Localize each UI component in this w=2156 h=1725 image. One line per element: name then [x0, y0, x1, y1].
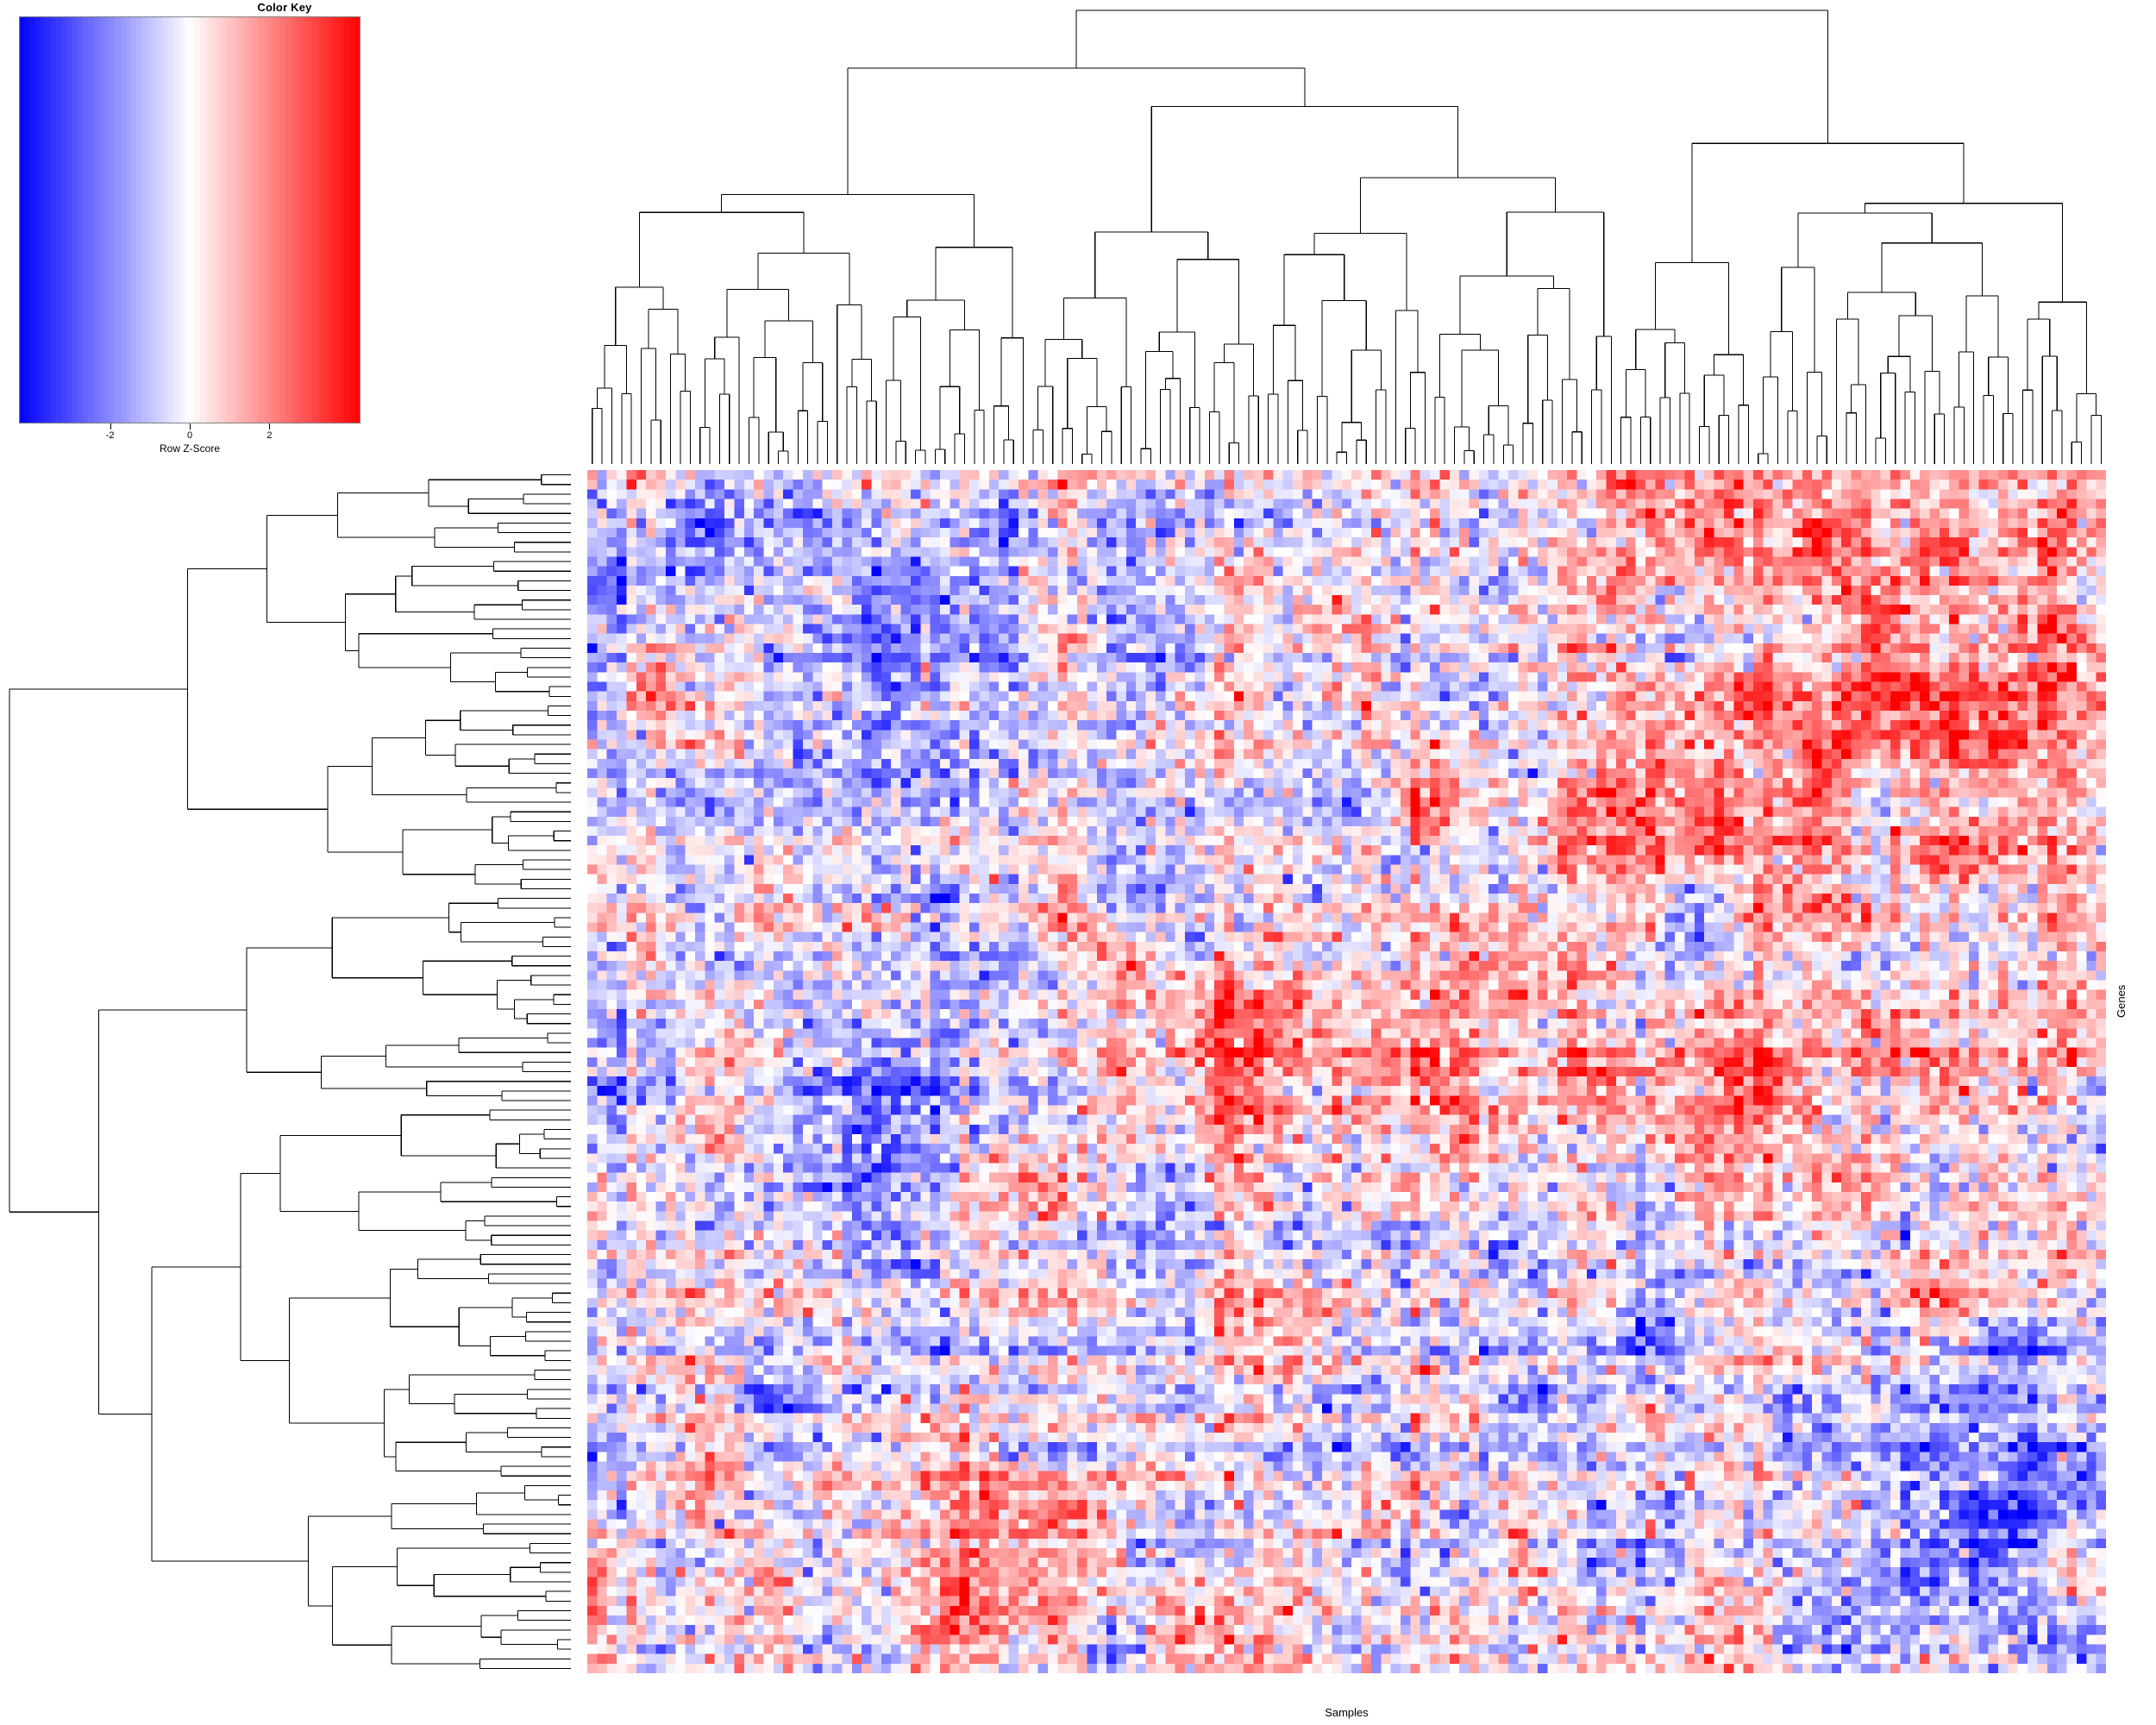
heatmap-cells [587, 470, 2106, 1673]
color-key-panel: Color Key Row Z-Score -2 0 2 [0, 0, 569, 466]
color-key-tick-label-0: -2 [105, 430, 115, 441]
row-dendrogram [7, 470, 572, 1673]
color-key-tick-1 [190, 423, 191, 430]
x-axis-label: Samples [1325, 1706, 1369, 1719]
column-dendrogram [587, 7, 2106, 466]
column-dendrogram-links [592, 9, 2102, 464]
color-key-tick-2 [269, 423, 270, 430]
color-key-axis: Row Z-Score -2 0 2 [19, 423, 360, 465]
row-dendrogram-links [9, 474, 571, 1669]
column-dendrogram-svg [592, 9, 2102, 464]
row-dendrogram-svg [9, 474, 571, 1669]
color-key-axis-label: Row Z-Score [159, 442, 220, 455]
color-key-tick-0 [110, 423, 111, 430]
y-axis-label: Genes [2115, 984, 2128, 1018]
color-key-title: Color Key [257, 1, 312, 14]
color-key-gradient [19, 16, 360, 423]
color-key-tick-label-2: 2 [266, 430, 273, 441]
color-key-tick-label-1: 0 [186, 430, 193, 441]
heatmap-matrix [587, 470, 2106, 1673]
color-key-gradient-box [19, 16, 360, 423]
